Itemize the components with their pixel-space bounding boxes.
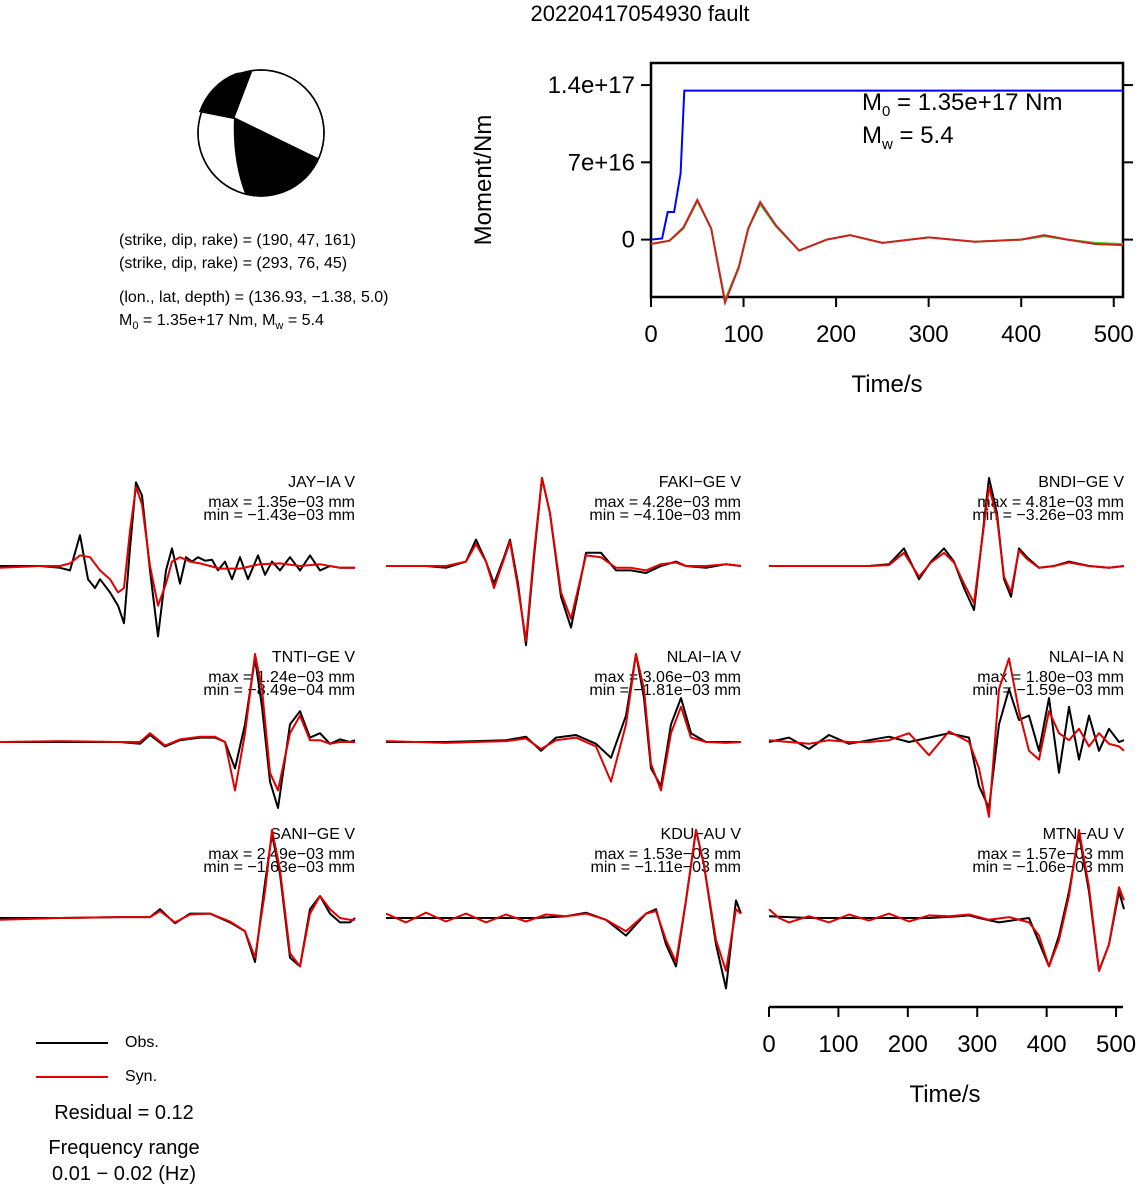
legend-syn-label: Syn. bbox=[125, 1068, 158, 1085]
min-amplitude-label: min = −1.11e−03 mm bbox=[591, 859, 741, 876]
bottom-xtick-label: 0 bbox=[762, 1031, 775, 1058]
bottom-xtick-label: 100 bbox=[818, 1031, 858, 1058]
bottom-xtick-label: 500 bbox=[1096, 1031, 1136, 1058]
beachball bbox=[197, 69, 325, 197]
station-label: BNDI−GE V bbox=[1038, 474, 1124, 491]
beachball-fill-top bbox=[199, 71, 252, 119]
moment-ytick-label: 7e+16 bbox=[568, 149, 635, 176]
synthetic-waveform bbox=[768, 829, 1125, 972]
focal-plane-2: (strike, dip, rake) = (293, 76, 45) bbox=[119, 255, 348, 272]
moment-plot-frame bbox=[649, 61, 1125, 299]
bottom-xtick-label: 400 bbox=[1027, 1031, 1067, 1058]
synthetic-waveform bbox=[385, 653, 742, 792]
observed-waveform bbox=[768, 688, 1125, 809]
moment-ytick-label: 0 bbox=[622, 227, 635, 254]
station-label: JAY−IA V bbox=[288, 474, 355, 491]
station-label: KDU−AU V bbox=[661, 826, 742, 843]
bottom-time-axis: Time/s 0 100 200 300 400 500 bbox=[762, 1005, 1136, 1108]
min-amplitude-label: min = −1.81e−03 mm bbox=[589, 682, 741, 699]
bottom-xlabel: Time/s bbox=[909, 1081, 980, 1108]
event-location: (lon., lat, depth) = (136.93, −1.38, 5.0… bbox=[119, 289, 389, 306]
bottom-xtick-label: 300 bbox=[957, 1031, 997, 1058]
synthetic-waveform bbox=[0, 829, 355, 968]
moment-m0-label: M0 = 1.35e+17 Nm bbox=[862, 89, 1062, 120]
synthetic-waveform bbox=[386, 477, 742, 642]
legend-obs-label: Obs. bbox=[125, 1034, 159, 1051]
frequency-range: 0.01 − 0.02 (Hz) bbox=[52, 1163, 196, 1185]
min-amplitude-label: min = −1.43e−03 mm bbox=[203, 507, 355, 524]
moment-xtick-label: 300 bbox=[909, 321, 949, 348]
station-label: NLAI−IA V bbox=[667, 649, 742, 666]
synthetic-waveform bbox=[385, 829, 742, 972]
moment-xtick-label: 400 bbox=[1001, 321, 1041, 348]
min-amplitude-label: min = −1.59e−03 mm bbox=[972, 682, 1124, 699]
synthetic-waveform bbox=[769, 485, 1125, 604]
residual-label: Residual = 0.12 bbox=[54, 1102, 194, 1124]
focal-plane-1: (strike, dip, rake) = (190, 47, 161) bbox=[119, 232, 356, 249]
station-label: MTN−AU V bbox=[1043, 826, 1125, 843]
figure-title: 20220417054930 fault bbox=[531, 1, 750, 26]
moment-mw-label: Mw = 5.4 bbox=[862, 122, 954, 153]
moment-xtick-label: 100 bbox=[724, 321, 764, 348]
moment-ytick-label: 1.4e+17 bbox=[548, 72, 635, 99]
station-label: FAKI−GE V bbox=[659, 474, 742, 491]
synthetic-waveform bbox=[0, 485, 355, 607]
max-amplitude-label: max = 1.35e−03 mm bbox=[208, 494, 355, 511]
max-amplitude-label: max = 1.24e−03 mm bbox=[208, 669, 355, 686]
moment-ylabel: Moment/Nm bbox=[470, 115, 497, 246]
synthetic-waveform bbox=[768, 657, 1125, 818]
moment-xtick-label: 500 bbox=[1094, 321, 1134, 348]
station-label: TNTI−GE V bbox=[272, 649, 355, 666]
event-moment: M0 = 1.35e+17 Nm, Mw = 5.4 bbox=[119, 312, 324, 333]
max-amplitude-label: max = 4.28e−03 mm bbox=[594, 494, 741, 511]
min-amplitude-label: min = −1.06e−03 mm bbox=[972, 859, 1124, 876]
moment-xlabel: Time/s bbox=[851, 371, 922, 398]
max-amplitude-label: max = 1.53e−03 mm bbox=[594, 846, 741, 863]
min-amplitude-label: min = −4.10e−03 mm bbox=[589, 507, 741, 524]
min-amplitude-label: min = −8.49e−04 mm bbox=[203, 682, 355, 699]
moment-xtick-label: 200 bbox=[816, 321, 856, 348]
synthetic-waveform bbox=[0, 653, 355, 792]
beachball-fill-main bbox=[233, 117, 318, 196]
min-amplitude-label: min = −3.26e−03 mm bbox=[972, 507, 1124, 524]
station-label: NLAI−IA N bbox=[1049, 649, 1124, 666]
moment-xtick-label: 0 bbox=[644, 321, 657, 348]
bottom-xtick-label: 200 bbox=[888, 1031, 928, 1058]
frequency-title: Frequency range bbox=[48, 1137, 200, 1159]
max-amplitude-label: max = 2.49e−03 mm bbox=[208, 846, 355, 863]
max-amplitude-label: max = 4.81e−03 mm bbox=[977, 494, 1124, 511]
max-amplitude-label: max = 1.57e−03 mm bbox=[977, 846, 1124, 863]
station-label: SANI−GE V bbox=[270, 826, 355, 843]
moment-rate-red-line bbox=[650, 197, 1124, 307]
cumulative-moment-line bbox=[650, 89, 1123, 241]
